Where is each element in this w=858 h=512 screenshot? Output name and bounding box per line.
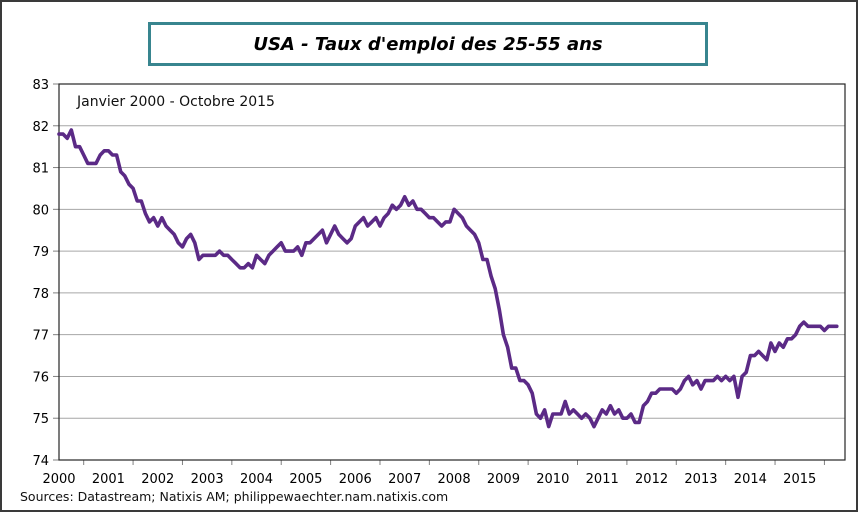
x-axis-label: 2005 (289, 472, 322, 487)
x-axis-label: 2007 (388, 472, 421, 487)
x-axis-label: 2013 (684, 472, 717, 487)
x-axis-label: 2010 (536, 472, 569, 487)
x-axis-label: 2009 (487, 472, 520, 487)
y-axis-label: 76 (32, 370, 49, 385)
x-axis-label: 2008 (438, 472, 471, 487)
x-axis-label: 2011 (586, 472, 619, 487)
plot-border (58, 83, 846, 461)
y-axis-label: 74 (32, 454, 49, 469)
y-axis-label: 81 (32, 162, 49, 177)
y-axis-label: 83 (32, 78, 49, 93)
x-axis-label: 2000 (42, 472, 75, 487)
x-axis-label: 2001 (92, 472, 125, 487)
chart-title: USA - Taux d'emploi des 25-55 ans (253, 33, 603, 55)
source-note: Sources: Datastream; Natixis AM; philipp… (20, 489, 449, 504)
y-axis-label: 80 (32, 203, 49, 218)
x-axis-label: 2003 (191, 472, 224, 487)
y-axis-label: 82 (32, 120, 49, 135)
x-axis-label: 2012 (635, 472, 668, 487)
x-axis-label: 2015 (783, 472, 816, 487)
y-axis-label: 77 (32, 329, 49, 344)
x-axis-label: 2014 (734, 472, 767, 487)
y-axis-label: 78 (32, 287, 49, 302)
y-axis-label: 79 (32, 245, 49, 260)
x-axis-label: 2004 (240, 472, 273, 487)
employment-rate-line (57, 128, 839, 429)
chart-subtitle: Janvier 2000 - Octobre 2015 (77, 94, 275, 110)
x-axis-label: 2002 (141, 472, 174, 487)
x-axis-label: 2006 (339, 472, 372, 487)
y-axis-label: 75 (32, 412, 49, 427)
title-box: USA - Taux d'emploi des 25-55 ans (148, 22, 708, 66)
